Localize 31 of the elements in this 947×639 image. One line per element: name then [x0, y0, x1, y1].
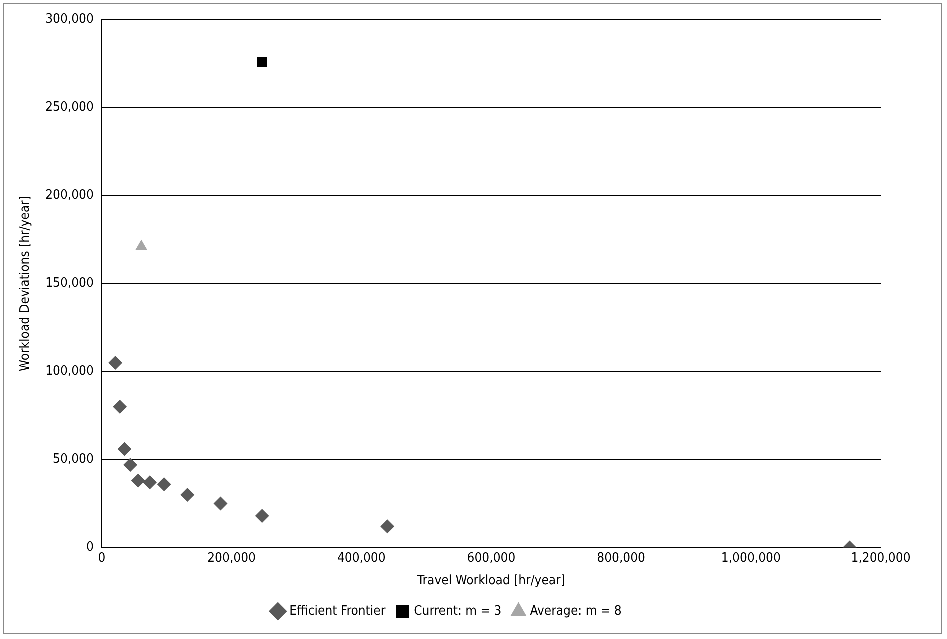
y-tick-label: 250,000	[46, 100, 94, 116]
y-axis-title: Workload Deviations [hr/year]	[18, 196, 34, 372]
point	[142, 476, 157, 490]
x-tick-label: 400,000	[337, 550, 386, 566]
y-tick-label: 200,000	[46, 188, 94, 204]
y-tick-label: 50,000	[53, 452, 94, 468]
point	[257, 57, 268, 67]
y-tick-label: 300,000	[46, 12, 94, 28]
point	[118, 442, 132, 456]
y-tick-label: 100,000	[46, 364, 94, 380]
point	[214, 496, 228, 511]
y-tick-label: 150,000	[46, 276, 94, 292]
point	[380, 520, 395, 534]
y-tick-label: 0	[86, 540, 94, 556]
x-tick-label: 800,000	[597, 550, 646, 566]
point	[131, 474, 146, 488]
legend-label: Current: m = 3	[414, 604, 502, 619]
legend-label: Efficient Frontier	[290, 604, 386, 619]
x-axis-title: Travel Workload [hr/year]	[416, 574, 566, 589]
point	[113, 400, 128, 414]
legend-label: Average: m = 8	[530, 604, 622, 619]
point	[180, 488, 195, 502]
point	[108, 356, 123, 370]
point	[157, 477, 172, 492]
x-tick-label: 200,000	[208, 550, 256, 566]
x-tick-label: 1,200,000	[851, 550, 911, 566]
x-tick-label: 1,000,000	[721, 550, 781, 566]
x-tick-label: 0	[98, 550, 106, 566]
x-tick-label: 600,000	[467, 550, 516, 566]
point	[124, 458, 138, 472]
point	[255, 509, 270, 524]
